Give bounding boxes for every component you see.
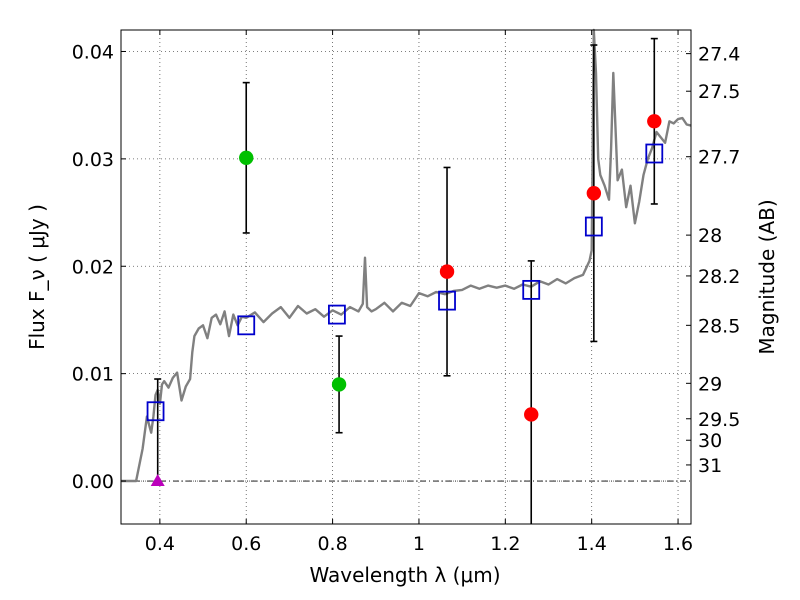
model-photometry-point: [438, 290, 456, 311]
magnitude-tick-labels: 27.4 27.5 27.7 28 28.2 28.5 29 29.530 31: [698, 44, 740, 477]
magnitude-tick-label: 29.5: [698, 409, 740, 431]
y-tick-label: 0.04: [72, 41, 114, 63]
magnitude-tick-label: 31: [698, 455, 722, 477]
grid: [121, 30, 691, 524]
x-tick-label: 1: [413, 533, 425, 555]
upper-limit-point: [150, 474, 165, 487]
model-sed-line: [121, 28, 692, 483]
magnitude-tick-label: 27.7: [698, 147, 740, 169]
y-axis-label: Flux F_ν ( μJy ): [25, 204, 49, 350]
model-photometry-point: [584, 216, 603, 237]
model-photometry-point: [522, 279, 541, 300]
magnitude-tick-label: 27.4: [698, 44, 740, 66]
magnitude-tick-label: 28: [698, 225, 722, 247]
x-tick-label: 1.2: [490, 533, 520, 555]
tick-marks: [121, 30, 691, 524]
observed-flux-point: [331, 377, 347, 392]
magnitude-tick-label: 30: [698, 430, 722, 452]
x-tick-label: 1.6: [663, 533, 693, 555]
magnitude-tick-label: 28.2: [698, 266, 740, 288]
y-tick-label: 0.01: [72, 364, 114, 386]
observed-flux-point: [586, 186, 602, 201]
model-sed-curve: [121, 28, 692, 483]
data-points: [146, 114, 664, 487]
observed-flux-point: [647, 114, 662, 129]
plot-frame: [120, 29, 692, 525]
x-tick-label: 0.6: [231, 533, 261, 555]
observed-flux-point: [439, 264, 455, 279]
y-tick-label: 0.03: [72, 149, 114, 171]
model-photometry-point: [237, 315, 256, 336]
y-tick-labels: 0.00 0.01 0.02 0.03 0.04: [72, 41, 114, 493]
magnitude-tick-label: 27.5: [698, 81, 740, 103]
y-axis-right-label: Magnitude (AB): [755, 199, 779, 354]
x-axis-label: Wavelength λ (μm): [309, 563, 500, 587]
y-tick-label: 0.00: [72, 471, 114, 493]
x-tick-label: 0.8: [317, 533, 347, 555]
model-photometry-point: [328, 304, 346, 325]
observed-flux-point: [524, 407, 539, 422]
y-tick-label: 0.02: [72, 256, 114, 278]
x-tick-label: 0.4: [145, 533, 175, 555]
x-tick-labels: 0.4 0.6 0.8 1 1.2 1.4 1.6: [145, 533, 693, 555]
magnitude-tick-label: 28.5: [698, 315, 740, 337]
model-photometry-point: [146, 401, 165, 422]
model-photometry-point: [645, 143, 664, 164]
x-tick-label: 1.4: [577, 533, 607, 555]
magnitude-tick-label: 29: [698, 373, 722, 395]
observed-flux-point: [239, 150, 254, 165]
